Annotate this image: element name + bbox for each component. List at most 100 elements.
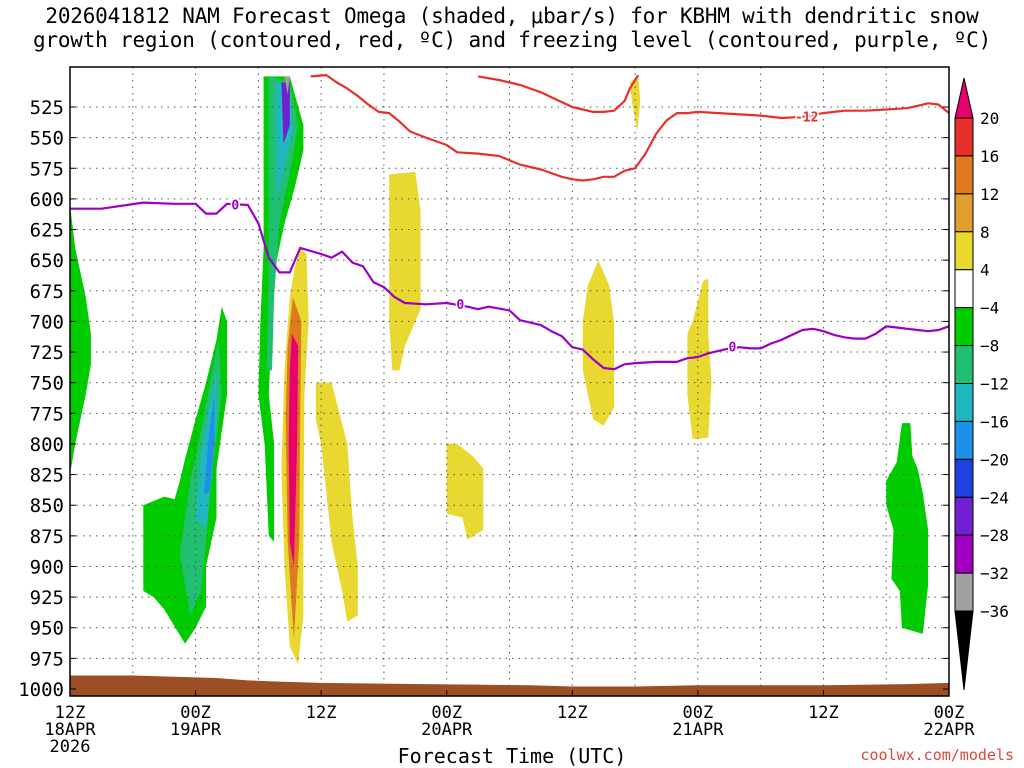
x-tick-label-0-1: 18APR: [44, 720, 96, 740]
colorbar-label-10: −24: [980, 488, 1009, 507]
contour-label-3: -12: [795, 110, 818, 125]
x-tick-label-48-0: 12Z: [557, 703, 588, 723]
x-tick-label-0-0: 12Z: [55, 703, 86, 723]
colorbar-label-4: 4: [980, 261, 990, 280]
colorbar-segment-10: [954, 496, 974, 536]
y-tick-label-600: 600: [30, 189, 64, 211]
colorbar-segment-9: [954, 458, 974, 498]
x-tick-label-0-2: 2026: [50, 737, 91, 757]
colorbar-label-3: 8: [980, 223, 990, 242]
colorbar-segment-7: [954, 383, 974, 422]
y-tick-label-850: 850: [30, 495, 64, 517]
colorbar-label-11: −28: [980, 526, 1009, 545]
x-tick-label-60-1: 21APR: [672, 720, 724, 740]
colorbar-label-2: 12: [980, 185, 999, 204]
colorbar-label-8: −16: [980, 412, 1009, 431]
plot-frame: [69, 66, 950, 697]
contour-line-2: [477, 74, 640, 114]
x-tick-label-84-1: 22APR: [923, 720, 975, 740]
title-line-1: 2026041812 NAM Forecast Omega (shaded, μ…: [45, 4, 979, 28]
x-tick-label-60-0: 00Z: [682, 703, 713, 723]
x-axis-label: Forecast Time (UTC): [397, 744, 627, 768]
contour-label-0: 0: [231, 199, 239, 214]
colorbar-segment-11: [954, 534, 974, 574]
colorbar-label-1: 16: [980, 147, 999, 166]
colorbar-label-12: −32: [980, 564, 1009, 583]
contour-label-2: 0: [728, 341, 736, 356]
y-axis: 525 550 575 600 625 650 675 700 725 750 775 800 825 8…: [18, 97, 949, 701]
colorbar-segment-5: [954, 307, 974, 347]
title-line-2: growth region (contoured, red, ºC) and f…: [32, 28, 992, 52]
y-tick-label-650: 650: [30, 250, 64, 272]
y-tick-label-700: 700: [30, 311, 64, 333]
colorbar: 20 16 12 8 4 −4 −8 −12 −16 −20 −24 −28 −32 −36: [954, 77, 1009, 691]
y-tick-label-800: 800: [30, 434, 64, 456]
colorbar-segment-4: [954, 269, 974, 309]
omega-region-1: [143, 306, 227, 644]
omega-region-13: [288, 333, 299, 567]
contour-lines: 0 0 0 -12: [70, 73, 949, 371]
colorbar-segment-12: [954, 572, 974, 612]
y-tick-label-775: 775: [30, 403, 64, 425]
omega-region-17: [582, 260, 615, 426]
contour-line-0: [70, 201, 949, 371]
y-tick-label-525: 525: [30, 97, 64, 119]
y-tick-label-1000: 1000: [18, 679, 64, 701]
x-tick-label-12-0: 00Z: [180, 703, 211, 723]
x-tick-label-36-1: 20APR: [421, 720, 473, 740]
omega-region-15: [389, 171, 421, 371]
y-tick-label-675: 675: [30, 281, 64, 303]
y-tick-label-575: 575: [30, 158, 64, 180]
x-tick-label-12-1: 19APR: [170, 720, 222, 740]
colorbar-label-0: 20: [980, 109, 999, 128]
omega-region-8: [281, 82, 290, 144]
x-tick-label-36-0: 00Z: [431, 703, 462, 723]
colorbar-segment-2: [954, 193, 974, 233]
colorbar-label-7: −12: [980, 375, 1009, 394]
y-tick-label-725: 725: [30, 342, 64, 364]
site-credit[interactable]: coolwx.com/models: [860, 746, 1014, 764]
y-tick-label-625: 625: [30, 220, 64, 242]
omega-region-6: [266, 76, 299, 371]
x-tick-label-24-0: 12Z: [306, 703, 337, 723]
y-tick-label-900: 900: [30, 556, 64, 578]
omega-region-4: [203, 394, 215, 493]
y-tick-label-750: 750: [30, 373, 64, 395]
colorbar-label-9: −20: [980, 450, 1009, 469]
colorbar-segment-1: [954, 155, 974, 195]
contour-line-1: [310, 73, 949, 182]
colorbar-top-arrow: [954, 77, 974, 119]
y-tick-label-950: 950: [30, 618, 64, 640]
omega-region-19: [629, 76, 641, 132]
y-tick-label-875: 875: [30, 526, 64, 548]
colorbar-segment-8: [954, 420, 974, 460]
y-tick-label-550: 550: [30, 128, 64, 150]
colorbar-segment-0: [954, 117, 974, 157]
chart-title: 2026041812 NAM Forecast Omega (shaded, μ…: [0, 4, 1024, 52]
grid-lines: [70, 67, 949, 696]
omega-region-18: [687, 278, 712, 439]
contour-label-1: 0: [456, 298, 464, 313]
y-tick-label-975: 975: [30, 648, 64, 670]
terrain-band: [70, 675, 949, 696]
colorbar-segment-3: [954, 231, 974, 271]
colorbar-bottom-arrow: [954, 610, 974, 691]
omega-shading: [70, 76, 929, 665]
colorbar-label-6: −8: [980, 337, 999, 356]
y-tick-label-825: 825: [30, 465, 64, 487]
x-tick-label-84-0: 00Z: [934, 703, 965, 723]
omega-region-14: [315, 382, 358, 622]
colorbar-label-13: −36: [980, 602, 1009, 621]
colorbar-label-5: −4: [980, 299, 999, 318]
terrain-fill: [70, 675, 949, 696]
omega-region-16: [446, 443, 484, 540]
omega-region-10: [886, 423, 929, 634]
omega-region-0: [70, 205, 91, 475]
colorbar-segment-6: [954, 345, 974, 385]
omega-region-9: [284, 76, 290, 95]
y-tick-label-925: 925: [30, 587, 64, 609]
omega-region-3: [195, 370, 217, 530]
x-tick-label-72-0: 12Z: [808, 703, 839, 723]
